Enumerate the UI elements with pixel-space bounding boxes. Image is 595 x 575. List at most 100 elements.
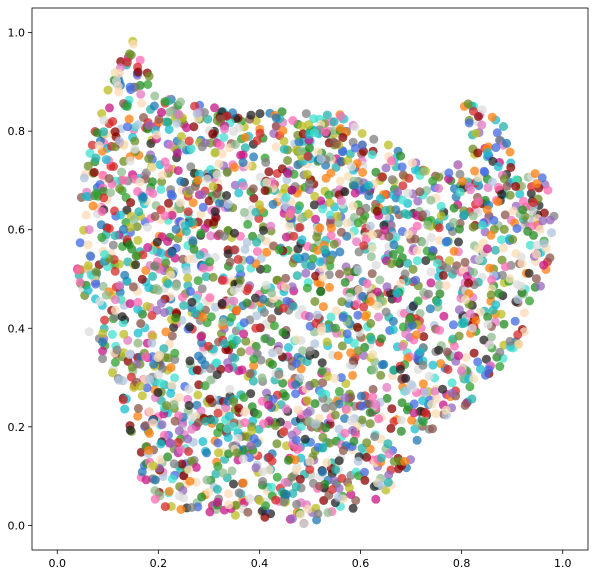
- data-point: [260, 334, 270, 344]
- data-point: [426, 267, 436, 277]
- data-point: [193, 276, 203, 286]
- data-point: [205, 257, 215, 267]
- data-point: [405, 314, 415, 323]
- data-point: [108, 240, 118, 250]
- data-point: [214, 159, 224, 169]
- data-point: [318, 204, 327, 214]
- data-point: [305, 143, 314, 153]
- data-point: [312, 232, 322, 242]
- data-point: [283, 455, 293, 465]
- data-point: [97, 207, 107, 216]
- data-point: [510, 316, 520, 326]
- data-point: [152, 130, 162, 140]
- data-point: [316, 154, 326, 164]
- data-point: [358, 168, 368, 177]
- data-point: [506, 163, 516, 172]
- data-point: [163, 237, 173, 246]
- data-point: [179, 301, 189, 310]
- data-point: [210, 207, 220, 217]
- data-point: [112, 345, 122, 355]
- data-point: [508, 206, 518, 216]
- data-point: [336, 111, 346, 121]
- data-point: [412, 435, 422, 445]
- data-point: [477, 120, 487, 130]
- data-point: [187, 297, 197, 307]
- data-point: [264, 167, 274, 177]
- data-point: [92, 128, 102, 138]
- data-point: [387, 404, 397, 414]
- data-point: [376, 480, 386, 490]
- data-point: [372, 287, 382, 297]
- data-point: [249, 354, 259, 364]
- data-point: [281, 404, 291, 414]
- data-point: [164, 198, 173, 208]
- data-point: [169, 459, 179, 469]
- data-point: [476, 307, 485, 317]
- data-point: [185, 356, 195, 366]
- data-point: [494, 288, 504, 298]
- data-point: [525, 296, 534, 306]
- data-point: [212, 370, 222, 380]
- data-point: [143, 80, 153, 89]
- data-point: [465, 309, 475, 319]
- data-point: [258, 294, 268, 304]
- data-point: [367, 150, 377, 160]
- data-point: [317, 388, 326, 398]
- data-point: [252, 311, 262, 321]
- data-point: [526, 188, 536, 198]
- data-point: [230, 180, 240, 190]
- data-point: [500, 210, 510, 220]
- data-point: [365, 419, 375, 429]
- data-point: [315, 257, 325, 267]
- data-point: [271, 142, 281, 152]
- data-point: [205, 394, 215, 404]
- data-point: [124, 114, 134, 124]
- data-point: [252, 237, 262, 247]
- data-point: [336, 227, 346, 237]
- data-point: [148, 331, 158, 341]
- data-point: [371, 167, 381, 177]
- data-point: [170, 373, 180, 383]
- data-point: [288, 301, 298, 311]
- data-point: [458, 176, 467, 186]
- data-point: [137, 274, 147, 284]
- data-point: [239, 393, 249, 402]
- data-point: [360, 311, 370, 321]
- data-point: [152, 237, 162, 247]
- data-point: [143, 243, 153, 252]
- data-point: [547, 228, 557, 238]
- data-point: [179, 471, 189, 481]
- data-point: [322, 110, 332, 120]
- data-point: [156, 454, 166, 464]
- data-point: [376, 334, 386, 344]
- data-point: [167, 248, 177, 258]
- data-point: [454, 237, 463, 247]
- data-point: [481, 354, 491, 364]
- data-point: [157, 177, 167, 187]
- data-point: [157, 420, 167, 430]
- data-point: [218, 468, 228, 478]
- data-point: [126, 198, 136, 208]
- data-point: [208, 181, 218, 191]
- data-point: [418, 167, 428, 177]
- data-point: [397, 398, 407, 408]
- data-point: [245, 369, 255, 379]
- data-point: [213, 438, 223, 448]
- data-point: [381, 163, 391, 173]
- data-point: [369, 134, 379, 144]
- data-point: [371, 400, 381, 409]
- data-point: [196, 228, 206, 238]
- data-point: [177, 132, 186, 141]
- data-point: [310, 297, 320, 306]
- data-point: [131, 251, 141, 261]
- data-point: [162, 401, 171, 411]
- data-point: [335, 269, 344, 279]
- data-point: [213, 408, 223, 418]
- data-point: [473, 173, 483, 183]
- data-point: [192, 365, 202, 375]
- data-point: [154, 370, 164, 380]
- data-point: [235, 264, 245, 274]
- data-point: [499, 319, 509, 329]
- data-point: [267, 288, 277, 298]
- data-point: [171, 313, 181, 323]
